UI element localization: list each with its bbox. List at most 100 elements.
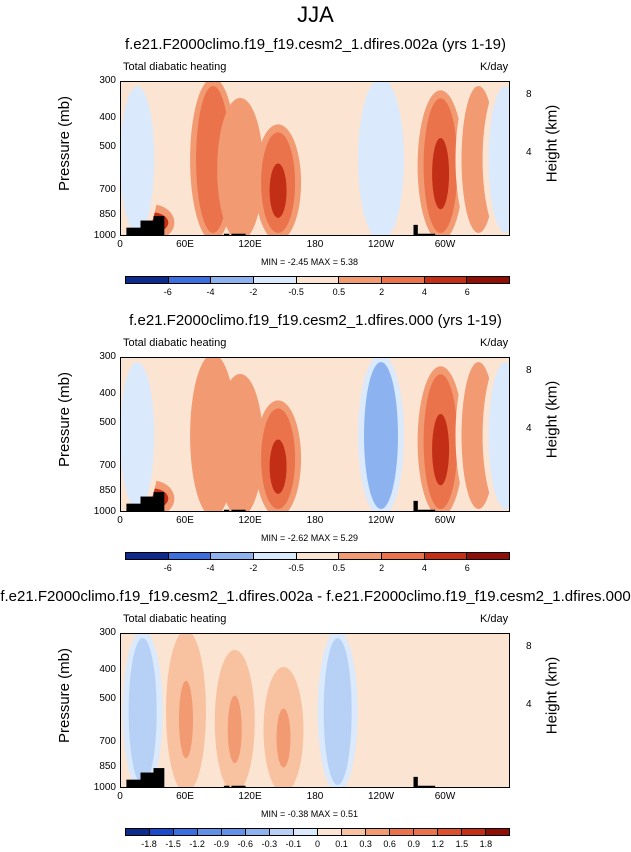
colorbar-tick-label: -1.8	[141, 839, 157, 849]
x-tick-label: 60E	[176, 515, 194, 526]
panel-2-units: K/day	[480, 337, 509, 349]
colorbar-cell	[126, 277, 169, 283]
colorbar-cell	[254, 553, 297, 559]
y-tick-label: 1000	[93, 782, 116, 793]
panel-2-title: f.e21.F2000climo.f19_f19.cesm2_1.dfires.…	[129, 312, 502, 329]
panel-2-plot	[120, 357, 510, 512]
colorbar-cell	[424, 277, 468, 283]
y-tick-label: 1000	[93, 506, 116, 517]
colorbar-cell	[462, 829, 486, 835]
x-tick-label: 120E	[238, 515, 262, 526]
colorbar-tick-label: 0.5	[332, 287, 346, 297]
panel-2-axes: 0 60E 120E 180 120W 60W 300 400 500 700 850 1000 8 4	[0, 351, 631, 547]
terrain-block	[140, 220, 154, 235]
terrain-block	[223, 509, 230, 511]
x-tick-label: 120E	[238, 791, 262, 802]
panel-2-minmax: MIN = -2.62 MAX = 5.29	[261, 533, 359, 543]
colorbar-cell	[246, 829, 270, 835]
x-tick-label: 60W	[434, 239, 456, 250]
colorbar-tick-label: -6	[163, 563, 172, 573]
panel-2-heatmap	[121, 358, 509, 511]
field-feature	[364, 362, 398, 509]
panel-1-minmax: MIN = -2.45 MAX = 5.38	[261, 257, 359, 267]
y-tick-label: 700	[99, 184, 116, 196]
colorbar-tick-label: -4	[206, 287, 215, 297]
x-tick-label: 60E	[176, 791, 194, 802]
y-tick-label: 1000	[93, 230, 116, 241]
x-tick-label: 0	[117, 239, 123, 250]
colorbar-cell	[414, 829, 438, 835]
colorbar-tick-label: 0.9	[407, 839, 420, 849]
y-tick-label: 300	[99, 627, 116, 638]
field-feature	[223, 381, 258, 509]
field-feature	[323, 638, 352, 785]
colorbar-cell	[198, 829, 222, 835]
colorbar-cell	[150, 829, 174, 835]
field-feature-core	[269, 163, 287, 218]
colorbar-cell	[294, 829, 318, 835]
y-right-tick-label: 4	[526, 147, 532, 158]
colorbar-tick-label: 0.1	[335, 839, 348, 849]
colorbar-cell	[270, 829, 294, 835]
colorbar-tick-label: -6	[163, 287, 172, 297]
x-tick-label: 120W	[368, 791, 395, 802]
x-tick-label: 0	[117, 515, 123, 526]
colorbar-tick-label: 4	[421, 563, 427, 573]
y-tick-label: 850	[99, 761, 116, 773]
y-tick-label: 500	[99, 692, 116, 704]
field-feature	[121, 86, 155, 233]
y-tick-label: 500	[99, 140, 116, 152]
colorbar-tick-label: 4	[421, 287, 427, 297]
panel-3-minmax: MIN = -0.38 MAX = 0.51	[261, 809, 359, 819]
colorbar-cell	[339, 553, 383, 559]
field-feature-core	[432, 413, 450, 486]
x-tick-label: 120E	[238, 239, 262, 250]
colorbar-cell	[339, 277, 383, 283]
y-right-tick-label: 8	[526, 641, 532, 652]
terrain-block	[231, 785, 246, 787]
terrain-block	[126, 227, 141, 235]
y-tick-label: 300	[99, 75, 116, 86]
panel-1-title: f.e21.F2000climo.f19_f19.cesm2_1.dfires.…	[124, 36, 507, 53]
panel-3-units: K/day	[480, 613, 509, 625]
panel-2-colorbar-ticks: -6 -4 -2 -0.5 0.5 2 4 6	[125, 562, 510, 576]
terrain-block	[417, 785, 436, 787]
panel-1-colorbar-ticks: -6 -4 -2 -0.5 0.5 2 4 6	[125, 286, 510, 300]
field-feature	[364, 86, 398, 233]
colorbar-tick-label: 0.3	[359, 839, 372, 849]
x-tick-label: 120W	[368, 515, 395, 526]
colorbar-tick-label: -0.3	[261, 839, 278, 849]
colorbar-cell	[424, 553, 468, 559]
colorbar-cell	[296, 277, 340, 283]
colorbar-cell	[174, 829, 198, 835]
field-feature-core	[432, 137, 450, 210]
y-tick-label: 700	[99, 736, 116, 748]
terrain-block	[126, 503, 141, 511]
colorbar-cell	[366, 829, 390, 835]
y-tick-label: 400	[99, 112, 116, 124]
colorbar-cell	[390, 829, 414, 835]
field-feature	[121, 362, 155, 509]
x-tick-label: 120W	[368, 239, 395, 250]
panel-3-axes: 0 60E 120E 180 120W 60W 300 400 500 700 850 1000 8 4	[0, 627, 631, 823]
colorbar-tick-label: 1.5	[455, 839, 469, 849]
colorbar-tick-label: 0	[314, 839, 320, 849]
field-feature-core	[269, 439, 287, 494]
panel-3-plot	[120, 633, 510, 788]
colorbar-tick-label: 2	[379, 563, 385, 573]
terrain-block	[223, 785, 230, 787]
x-tick-label: 60W	[434, 791, 456, 802]
terrain-block	[413, 776, 418, 787]
terrain-block	[140, 496, 154, 511]
field-feature	[488, 86, 509, 233]
y-right-tick-label: 4	[526, 699, 532, 710]
field-feature	[223, 105, 258, 233]
y-tick-label: 700	[99, 460, 116, 472]
panel-2-left-label: Total diabatic heating	[123, 337, 227, 349]
panel-3-title: f.e21.F2000climo.f19_f19.cesm2_1.dfires.…	[0, 588, 631, 605]
field-feature	[128, 638, 157, 785]
colorbar-cell	[168, 277, 212, 283]
x-tick-label: 60E	[176, 239, 194, 250]
colorbar-tick-label: -0.9	[213, 839, 229, 849]
colorbar-cell	[126, 829, 150, 835]
